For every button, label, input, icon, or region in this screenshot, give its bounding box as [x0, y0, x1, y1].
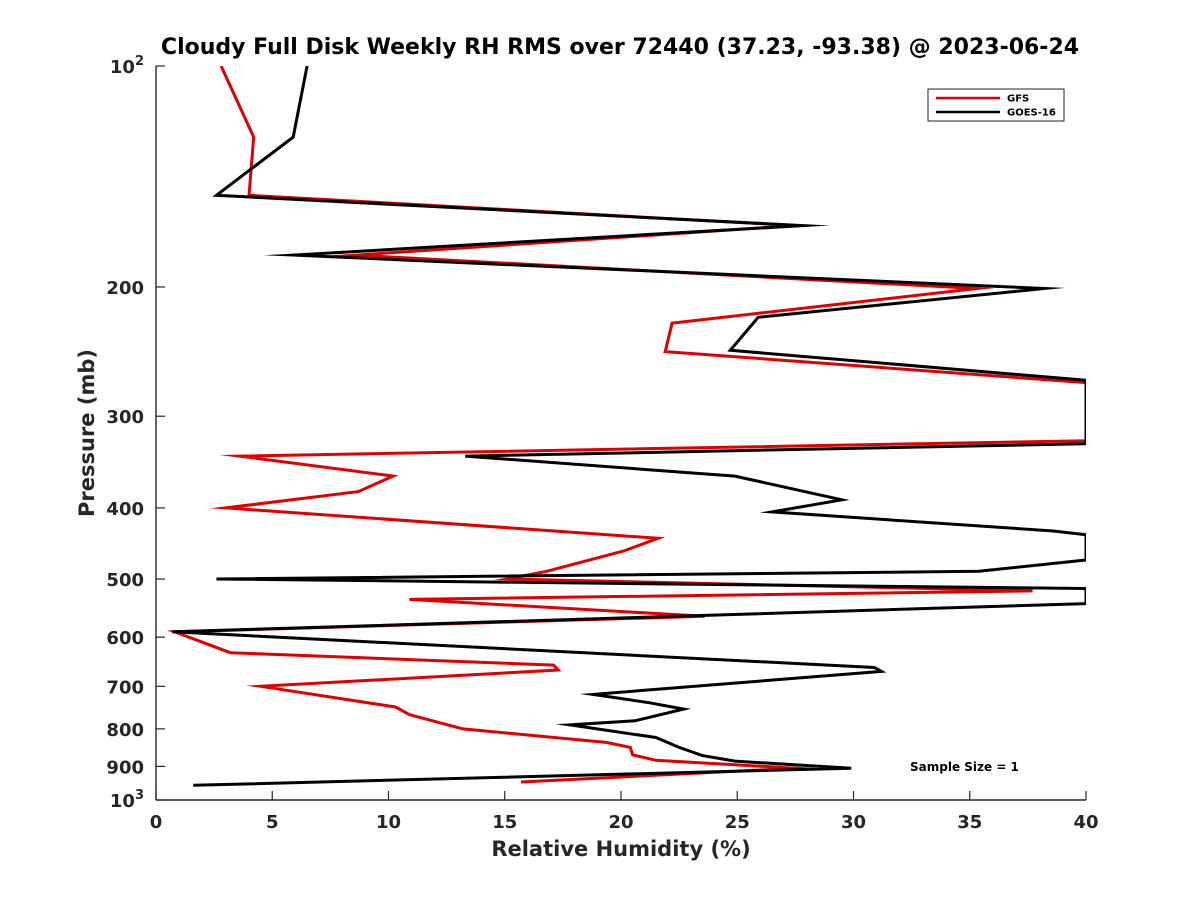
y-tick-base: 10: [110, 791, 135, 812]
legend-label: GFS: [1007, 94, 1029, 105]
y-axis-label: Pressure (mb): [75, 349, 99, 517]
x-axis-label: Relative Humidity (%): [491, 837, 750, 861]
x-tick-label: 35: [957, 812, 982, 833]
series-line: [172, 66, 1086, 787]
y-tick-label: 300: [106, 407, 144, 428]
y-tick-label: 200: [106, 278, 144, 299]
y-tick-base: 10: [110, 57, 135, 78]
legend-label: GOES-16: [1007, 108, 1056, 119]
sample-size-annotation: Sample Size = 1: [910, 760, 1019, 774]
x-tick-label: 30: [841, 812, 866, 833]
legend: GFS GOES-16: [927, 88, 1065, 122]
x-tick-label: 20: [608, 812, 633, 833]
y-tick-label: 700: [106, 677, 144, 698]
x-tick-label: 25: [725, 812, 750, 833]
y-tick-label: 400: [106, 499, 144, 520]
y-tick-exponent: 2: [135, 54, 144, 69]
y-tick-exponent: 3: [135, 788, 144, 803]
x-axis-ticks: 0 5 10 15 20 25 30 35 40: [150, 791, 1099, 833]
x-tick-label: 5: [266, 812, 279, 833]
x-tick-label: 15: [492, 812, 517, 833]
y-tick-label: 900: [106, 757, 144, 778]
x-tick-label: 40: [1073, 812, 1098, 833]
y-tick-label: 500: [106, 570, 144, 591]
x-tick-label: 0: [150, 812, 163, 833]
y-tick-label: 600: [106, 628, 144, 649]
y-tick-label: 800: [106, 720, 144, 741]
series-gfs: [166, 66, 1086, 784]
y-tick-label: 103: [110, 788, 144, 812]
y-tick-label: 102: [110, 54, 144, 78]
plot-area: [155, 66, 1086, 801]
legend-box: [927, 88, 1065, 122]
series-line: [166, 66, 1086, 784]
series-goes-16: [172, 66, 1086, 787]
x-tick-label: 10: [376, 812, 401, 833]
chart-title: Cloudy Full Disk Weekly RH RMS over 7244…: [161, 35, 1079, 60]
